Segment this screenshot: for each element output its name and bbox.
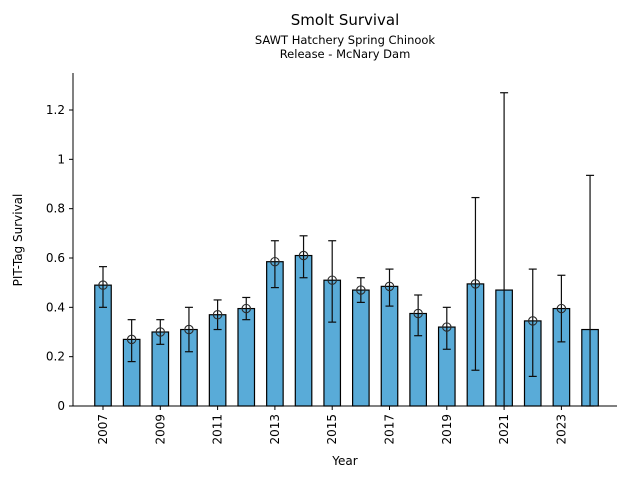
- y-tick-label: 1: [57, 152, 65, 166]
- x-tick-label: 2023: [554, 414, 568, 445]
- x-tick-label: 2013: [268, 414, 282, 445]
- x-axis-label: Year: [332, 454, 358, 468]
- chart-subtitle-line1: SAWT Hatchery Spring Chinook: [254, 33, 436, 47]
- marker-2007: [98, 280, 108, 290]
- y-axis-label: PIT-Tag Survival: [11, 193, 25, 287]
- bar-2012: [237, 307, 256, 407]
- x-tick-label: 2009: [153, 414, 167, 445]
- y-tick-label: 0.8: [46, 202, 65, 216]
- x-tick-label: 2015: [325, 414, 339, 445]
- marker-2014: [298, 250, 309, 261]
- y-tick-label: 0.4: [46, 300, 65, 314]
- marker-2018: [413, 308, 423, 319]
- x-tick-label: 2019: [440, 414, 454, 445]
- marker-2008: [126, 334, 137, 345]
- marker-2010: [184, 324, 194, 335]
- marker-2009: [155, 327, 166, 337]
- marker-2017: [384, 281, 395, 292]
- marker-2013: [270, 256, 280, 267]
- y-tick-label: 0.2: [46, 350, 65, 364]
- marker-2022: [527, 316, 538, 326]
- y-tick-label: 0: [57, 399, 65, 413]
- marker-2019: [442, 322, 452, 332]
- marker-2015: [327, 275, 337, 285]
- bar-2016: [352, 289, 370, 407]
- title-block: Smolt Survival SAWT Hatchery Spring Chin…: [73, 11, 617, 61]
- marker-2011: [212, 309, 223, 320]
- y-tick-label: 0.6: [46, 251, 65, 265]
- x-tick-label: 2017: [383, 414, 397, 445]
- x-tick-label: 2021: [497, 414, 511, 445]
- chart-subtitle-line2: Release - McNary Dam: [279, 47, 411, 61]
- x-tick-label: 2011: [211, 414, 225, 445]
- marker-2016: [356, 285, 366, 295]
- marker-2012: [241, 303, 252, 314]
- chart-title: Smolt Survival: [290, 11, 400, 29]
- x-tick-label: 2007: [96, 414, 110, 445]
- marker-2023: [556, 303, 567, 314]
- y-tick-label: 1.2: [46, 103, 65, 117]
- marker-2020: [470, 279, 481, 289]
